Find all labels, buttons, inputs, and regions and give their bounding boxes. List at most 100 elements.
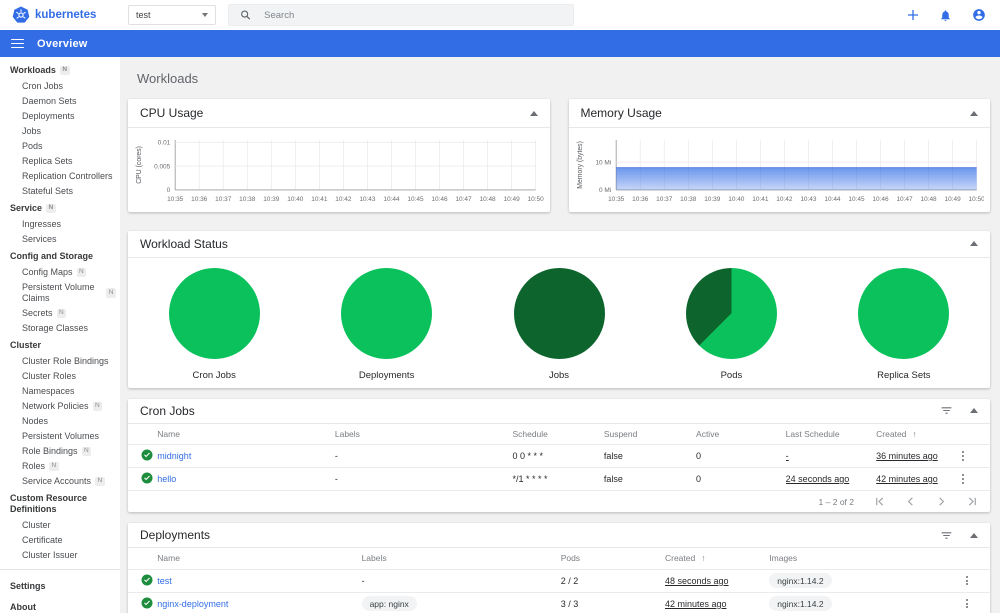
column-header-images[interactable]: Images [769, 548, 960, 570]
name-link[interactable]: nginx-deployment [157, 598, 229, 609]
sidebar-item-daemon-sets[interactable]: Daemon Sets [0, 94, 120, 109]
notifications-bell-icon[interactable] [939, 9, 952, 22]
sidebar-item-role-bindings[interactable]: Role Bindings N [0, 444, 120, 459]
column-header-name[interactable]: Name [157, 423, 335, 446]
kebab-menu-icon[interactable] [960, 598, 974, 609]
pods: 3 / 3 [560, 592, 665, 613]
last-page-icon[interactable] [967, 496, 978, 507]
column-header-schedule[interactable]: Schedule [512, 423, 604, 446]
kubernetes-logo[interactable]: kubernetes [12, 6, 118, 24]
sidebar-item-namespaces[interactable]: Namespaces [0, 384, 120, 399]
sidebar-item-cron-jobs[interactable]: Cron Jobs [0, 79, 120, 94]
collapse-icon[interactable] [970, 241, 978, 247]
column-header-suspend[interactable]: Suspend [603, 423, 697, 446]
sidebar-item-label: Replica Sets [22, 156, 73, 166]
status-success-icon [141, 597, 153, 609]
sidebar-item-secrets[interactable]: Secrets N [0, 306, 120, 321]
filter-icon[interactable] [940, 404, 953, 417]
svg-text:10 Mi: 10 Mi [595, 159, 611, 166]
pie-chart [168, 267, 260, 359]
schedule-value: 0 0 * * * [512, 451, 543, 462]
sidebar-item-cluster-roles[interactable]: Cluster Roles [0, 369, 120, 384]
last-schedule: 24 seconds ago [785, 467, 877, 492]
column-header-labels[interactable]: Labels [334, 423, 513, 446]
search-input[interactable] [262, 8, 562, 22]
sidebar-item-replica-sets[interactable]: Replica Sets [0, 154, 120, 169]
created-value: 42 minutes ago [876, 474, 938, 485]
sidebar-item-cluster[interactable]: Cluster [0, 518, 120, 533]
workload-pie-cron-jobs: Cron Jobs [128, 267, 300, 381]
kebab-menu-icon[interactable] [960, 575, 974, 586]
svg-text:10:45: 10:45 [407, 196, 424, 203]
sidebar-item-deployments[interactable]: Deployments [0, 109, 120, 124]
column-header-active[interactable]: Active [696, 423, 786, 446]
sort-ascending-icon[interactable]: ↑ [701, 553, 706, 564]
sidebar-item-label: Ingresses [22, 219, 62, 229]
deployments-title: Deployments [140, 528, 211, 543]
sidebar-item-certificate[interactable]: Certificate [0, 533, 120, 548]
sidebar-item-storage-classes[interactable]: Storage Classes [0, 321, 120, 336]
column-header-created[interactable]: Created ↑ [876, 423, 957, 446]
created-value: 42 minutes ago [664, 598, 727, 609]
next-page-icon[interactable] [936, 496, 947, 507]
sidebar-item-label: Cluster Roles [22, 371, 77, 381]
column-header-labels[interactable]: Labels [361, 548, 561, 570]
active-value: 0 [696, 474, 702, 485]
first-page-icon[interactable] [874, 496, 885, 507]
created-value: 48 seconds ago [664, 575, 729, 586]
dep-column-blank-0 [128, 548, 158, 570]
namespace-selector[interactable]: test [128, 5, 216, 25]
sidebar-item-nodes[interactable]: Nodes [0, 414, 120, 429]
column-header-last-schedule[interactable]: Last Schedule [785, 423, 877, 446]
sidebar-item-stateful-sets[interactable]: Stateful Sets [0, 184, 120, 199]
created-value: 36 minutes ago [876, 451, 938, 462]
name-link[interactable]: test [157, 575, 172, 586]
sidebar-item-services[interactable]: Services [0, 232, 120, 247]
menu-icon[interactable] [11, 38, 24, 49]
cron-column-blank-0 [128, 423, 158, 446]
kubernetes-logo-icon [12, 6, 30, 23]
sidebar-item-label: Stateful Sets [22, 186, 74, 196]
previous-page-icon[interactable] [905, 496, 916, 507]
deployment-row-test: test - 2 / 2 48 seconds ago nginx:1.14.2 [128, 569, 990, 593]
collapse-icon[interactable] [970, 110, 978, 116]
sidebar-item-jobs[interactable]: Jobs [0, 124, 120, 139]
pie-label: Pods [720, 369, 743, 381]
status [128, 444, 158, 469]
sidebar-item-network-policies[interactable]: Network Policies N [0, 399, 120, 414]
sidebar-item-cluster-role-bindings[interactable]: Cluster Role Bindings [0, 354, 120, 369]
sidebar-item-label: Cluster [22, 520, 51, 530]
sidebar-item-about[interactable]: About [10, 602, 36, 612]
name-link[interactable]: midnight [157, 451, 192, 462]
deployment-row-nginx-deployment: nginx-deployment app: nginx 3 / 3 42 minute… [128, 592, 990, 613]
sidebar-item-cluster-issuer[interactable]: Cluster Issuer [0, 548, 120, 563]
sidebar-section-label: Config and Storage [10, 251, 93, 261]
name-link[interactable]: hello [157, 474, 177, 485]
name: hello [157, 467, 335, 492]
sort-ascending-icon[interactable]: ↑ [912, 428, 917, 439]
svg-text:10:44: 10:44 [383, 196, 400, 203]
account-icon[interactable] [972, 8, 986, 22]
kebab-menu-icon[interactable] [956, 474, 970, 484]
column-header-name[interactable]: Name [157, 548, 362, 570]
sidebar-item-persistent-volume-claims[interactable]: Persistent Volume Claims N [0, 280, 120, 306]
sidebar-item-ingresses[interactable]: Ingresses [0, 217, 120, 232]
collapse-icon[interactable] [970, 408, 978, 414]
collapse-icon[interactable] [970, 532, 978, 538]
sidebar-item-pods[interactable]: Pods [0, 139, 120, 154]
create-plus-icon[interactable] [907, 9, 919, 21]
collapse-icon[interactable] [529, 110, 538, 116]
sidebar-item-service-accounts[interactable]: Service Accounts N [0, 474, 120, 489]
sidebar-item-label: Cron Jobs [22, 81, 64, 91]
sidebar-item-settings[interactable]: Settings [10, 581, 46, 591]
sidebar-item-replication-controllers[interactable]: Replication Controllers [0, 169, 120, 184]
svg-text:0: 0 [167, 187, 171, 194]
sidebar-item-persistent-volumes[interactable]: Persistent Volumes [0, 429, 120, 444]
sidebar-item-config-maps[interactable]: Config Maps N [0, 265, 120, 280]
created: 36 minutes ago [876, 444, 957, 469]
column-header-pods[interactable]: Pods [560, 548, 665, 570]
column-header-created[interactable]: Created ↑ [664, 548, 770, 570]
sidebar-item-roles[interactable]: Roles N [0, 459, 120, 474]
filter-icon[interactable] [940, 529, 953, 542]
kebab-menu-icon[interactable] [956, 451, 970, 461]
